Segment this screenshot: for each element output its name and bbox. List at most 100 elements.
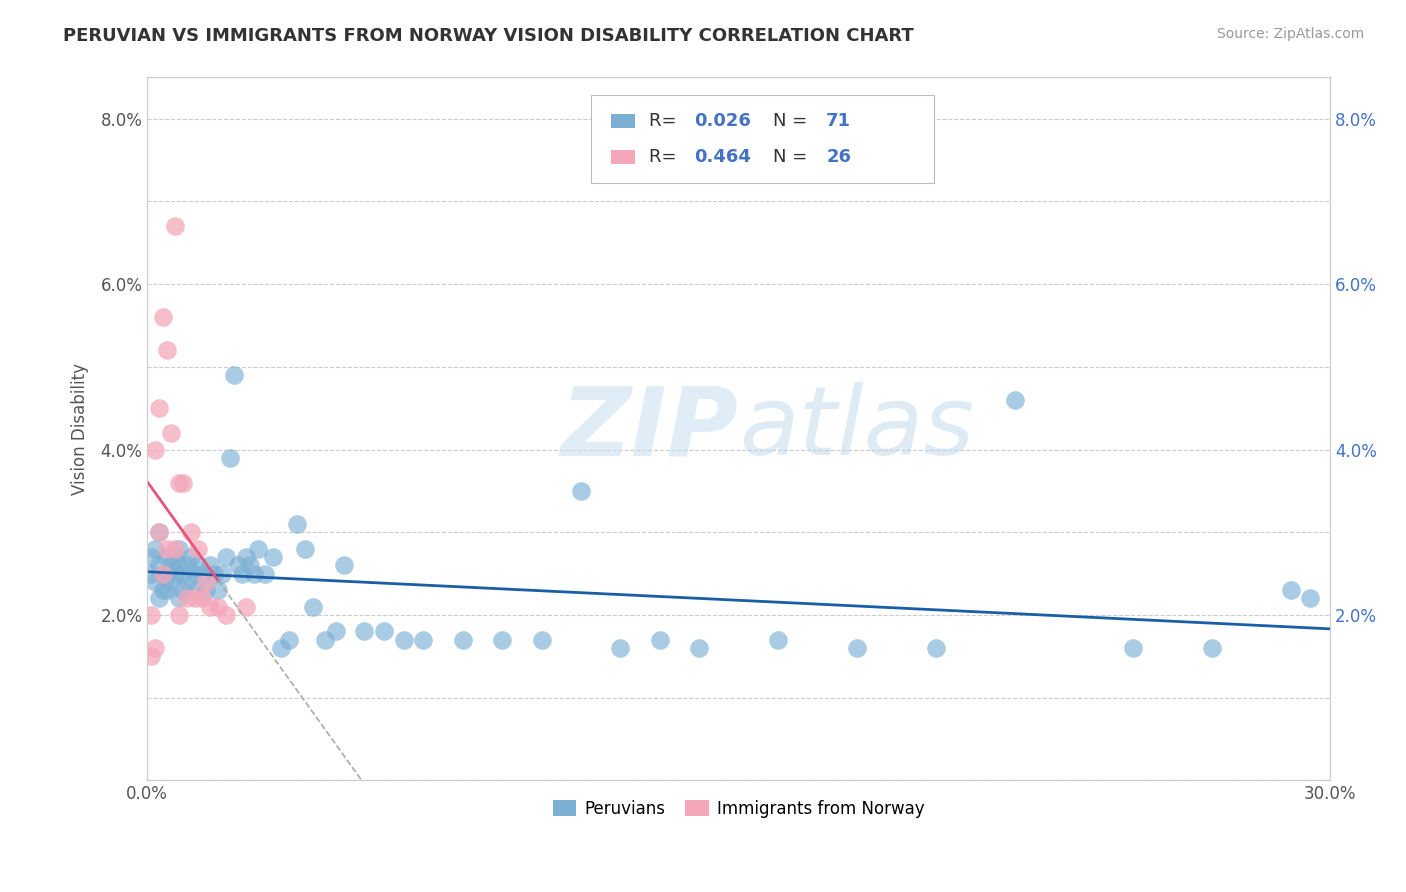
Point bbox=[254, 566, 277, 581]
Point bbox=[143, 640, 166, 655]
Point bbox=[148, 525, 170, 540]
Point bbox=[156, 566, 179, 581]
Point bbox=[141, 566, 163, 581]
Point bbox=[143, 442, 166, 457]
Point bbox=[231, 566, 253, 581]
Point bbox=[325, 624, 347, 639]
Point bbox=[373, 624, 395, 639]
Point bbox=[156, 343, 179, 358]
Point bbox=[183, 591, 205, 606]
Point bbox=[1122, 640, 1144, 655]
FancyBboxPatch shape bbox=[610, 114, 634, 128]
Point bbox=[845, 640, 868, 655]
Point bbox=[202, 566, 225, 581]
Point bbox=[235, 599, 257, 614]
Point bbox=[156, 549, 179, 564]
Point bbox=[167, 591, 190, 606]
Point bbox=[183, 583, 205, 598]
Text: R=: R= bbox=[648, 148, 682, 166]
Point bbox=[160, 558, 183, 573]
Point bbox=[143, 574, 166, 589]
Text: N =: N = bbox=[773, 148, 807, 166]
Text: Source: ZipAtlas.com: Source: ZipAtlas.com bbox=[1216, 27, 1364, 41]
Text: atlas: atlas bbox=[738, 383, 973, 475]
Point bbox=[215, 607, 238, 622]
Point bbox=[172, 566, 194, 581]
Point bbox=[294, 541, 316, 556]
Point bbox=[148, 401, 170, 416]
Point bbox=[176, 574, 198, 589]
Point bbox=[491, 632, 513, 647]
Point bbox=[1004, 392, 1026, 407]
Point bbox=[183, 566, 205, 581]
Point bbox=[163, 549, 186, 564]
Point bbox=[301, 599, 323, 614]
Point bbox=[278, 632, 301, 647]
Text: 71: 71 bbox=[827, 112, 851, 130]
Point bbox=[152, 566, 174, 581]
Point bbox=[141, 549, 163, 564]
Point bbox=[152, 566, 174, 581]
Point bbox=[143, 541, 166, 556]
Text: 0.464: 0.464 bbox=[693, 148, 751, 166]
Point bbox=[235, 549, 257, 564]
Point bbox=[200, 599, 222, 614]
Point bbox=[160, 574, 183, 589]
Point bbox=[211, 566, 233, 581]
Point bbox=[1201, 640, 1223, 655]
Point bbox=[270, 640, 292, 655]
Point bbox=[239, 558, 262, 573]
Point bbox=[285, 516, 308, 531]
Point bbox=[156, 583, 179, 598]
Point bbox=[167, 607, 190, 622]
Point bbox=[219, 450, 242, 465]
Point bbox=[187, 558, 209, 573]
Point bbox=[353, 624, 375, 639]
Point bbox=[648, 632, 671, 647]
Point bbox=[207, 583, 229, 598]
Point bbox=[333, 558, 356, 573]
Point bbox=[172, 475, 194, 490]
Point bbox=[609, 640, 631, 655]
Point bbox=[176, 591, 198, 606]
FancyBboxPatch shape bbox=[610, 150, 634, 164]
Point bbox=[172, 583, 194, 598]
Point bbox=[451, 632, 474, 647]
Point bbox=[152, 583, 174, 598]
Point bbox=[163, 541, 186, 556]
Point bbox=[163, 566, 186, 581]
Text: 0.026: 0.026 bbox=[693, 112, 751, 130]
Point bbox=[195, 574, 218, 589]
Point bbox=[569, 483, 592, 498]
Point bbox=[180, 549, 202, 564]
Point bbox=[215, 549, 238, 564]
Point bbox=[148, 525, 170, 540]
Point bbox=[152, 310, 174, 325]
Point bbox=[141, 607, 163, 622]
Point bbox=[1279, 583, 1302, 598]
Point bbox=[191, 591, 214, 606]
Point bbox=[242, 566, 264, 581]
Point bbox=[167, 541, 190, 556]
Legend: Peruvians, Immigrants from Norway: Peruvians, Immigrants from Norway bbox=[546, 793, 931, 825]
Point bbox=[200, 558, 222, 573]
Point bbox=[1299, 591, 1322, 606]
Point bbox=[226, 558, 249, 573]
Point bbox=[688, 640, 710, 655]
Y-axis label: Vision Disability: Vision Disability bbox=[72, 363, 89, 495]
Point bbox=[156, 541, 179, 556]
Text: PERUVIAN VS IMMIGRANTS FROM NORWAY VISION DISABILITY CORRELATION CHART: PERUVIAN VS IMMIGRANTS FROM NORWAY VISIO… bbox=[63, 27, 914, 45]
Point bbox=[141, 649, 163, 664]
Point bbox=[412, 632, 434, 647]
FancyBboxPatch shape bbox=[591, 95, 934, 183]
Point bbox=[207, 599, 229, 614]
Text: ZIP: ZIP bbox=[561, 383, 738, 475]
Text: N =: N = bbox=[773, 112, 807, 130]
Point bbox=[163, 219, 186, 234]
Point bbox=[160, 425, 183, 440]
Point bbox=[195, 583, 218, 598]
Text: R=: R= bbox=[648, 112, 682, 130]
Point bbox=[530, 632, 553, 647]
Point bbox=[187, 541, 209, 556]
Point bbox=[167, 475, 190, 490]
